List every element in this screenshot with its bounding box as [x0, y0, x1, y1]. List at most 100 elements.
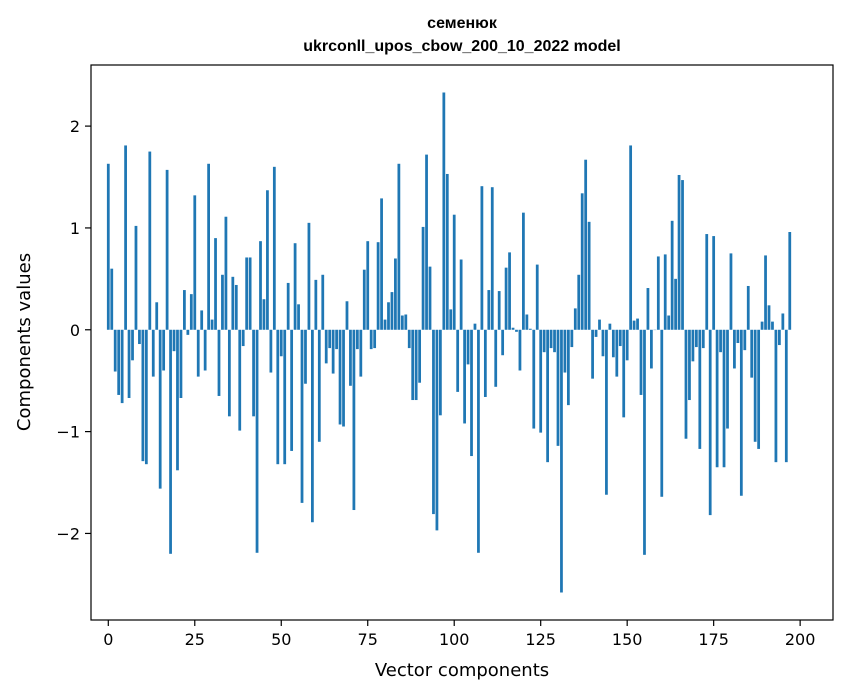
bar-196: [784, 329, 788, 463]
bar-157: [650, 329, 653, 369]
bar-162: [667, 315, 671, 330]
bar-185: [746, 285, 750, 330]
bar-186: [750, 329, 754, 378]
bar-93: [428, 266, 432, 330]
bar-2: [113, 329, 117, 372]
x-axis-label: Vector components: [375, 660, 549, 681]
bar-168: [688, 329, 691, 401]
bar-139: [587, 221, 591, 330]
bar-114: [501, 329, 505, 356]
chart-title: семенюк: [427, 15, 498, 32]
bar-57: [304, 329, 307, 384]
bar-138: [584, 159, 588, 330]
bar-15: [158, 329, 162, 489]
bar-26: [196, 329, 200, 377]
bar-153: [636, 318, 639, 330]
y-axis-ticks: −2 −1 0 1 2: [56, 117, 91, 543]
bar-77: [373, 329, 377, 349]
bar-73: [359, 329, 363, 377]
bar-175: [712, 236, 716, 330]
x-tick-label-150: 150: [612, 630, 643, 649]
bar-32: [217, 329, 221, 396]
bar-148: [618, 329, 622, 347]
bar-174: [708, 329, 712, 516]
bar-85: [400, 315, 404, 330]
bar-29: [207, 163, 210, 330]
bar-61: [317, 329, 321, 442]
bar-197: [788, 232, 792, 330]
bar-104: [466, 329, 470, 365]
bar-97: [442, 92, 446, 330]
bar-1: [110, 268, 114, 330]
bar-188: [757, 329, 761, 449]
bar-118: [515, 329, 518, 332]
bar-22: [183, 290, 186, 330]
bar-145: [608, 323, 612, 330]
bar-192: [771, 321, 774, 330]
bar-36: [231, 276, 235, 330]
bar-27: [200, 310, 204, 330]
bar-142: [598, 319, 601, 330]
bar-164: [674, 278, 677, 330]
bar-88: [411, 329, 415, 401]
bar-24: [189, 294, 193, 330]
bar-131: [560, 329, 563, 593]
bar-160: [660, 329, 664, 497]
bar-74: [362, 269, 366, 330]
x-tick-label-25: 25: [185, 630, 205, 649]
bar-44: [259, 241, 262, 330]
bar-67: [338, 329, 342, 425]
bar-21: [179, 329, 183, 398]
bar-65: [331, 329, 335, 374]
bar-100: [452, 214, 456, 330]
bar-103: [463, 329, 466, 424]
y-axis-label: Components values: [14, 253, 35, 431]
bar-96: [439, 329, 442, 416]
bar-55: [297, 304, 300, 330]
bar-123: [532, 329, 536, 429]
bar-54: [293, 243, 297, 330]
bar-193: [774, 329, 778, 463]
bar-130: [556, 329, 560, 446]
bar-150: [625, 329, 629, 361]
bar-41: [248, 257, 252, 330]
x-tick-label-100: 100: [439, 630, 470, 649]
bar-90: [418, 329, 422, 383]
bar-167: [684, 329, 688, 439]
bar-112: [494, 329, 498, 387]
bar-135: [573, 308, 577, 330]
bar-48: [272, 166, 276, 330]
bar-177: [719, 329, 722, 353]
bar-10: [141, 329, 145, 462]
bar-173: [705, 234, 709, 330]
y-tick-label--1: −1: [56, 423, 80, 442]
bar-170: [694, 329, 698, 348]
bar-155: [643, 329, 646, 555]
bar-194: [778, 329, 781, 346]
bars-group: [106, 92, 792, 593]
bar-176: [715, 329, 719, 468]
bar-52: [286, 282, 290, 330]
bar-154: [639, 329, 643, 395]
bar-12: [148, 151, 152, 330]
bar-23: [186, 329, 190, 335]
bar-144: [605, 329, 608, 495]
bar-165: [677, 174, 681, 330]
bar-9: [138, 329, 141, 345]
chart-subtitle: ukrconll_upos_cbow_200_10_2022 model: [303, 38, 620, 55]
bar-191: [767, 305, 771, 330]
bar-102: [459, 259, 463, 330]
bar-78: [376, 242, 380, 330]
bar-91: [421, 226, 425, 330]
bar-3: [117, 329, 121, 395]
bar-69: [345, 301, 349, 330]
bar-58: [307, 222, 311, 330]
bar-87: [407, 329, 411, 349]
bar-63: [324, 329, 328, 364]
bar-166: [681, 180, 684, 330]
bar-60: [314, 279, 318, 330]
bar-140: [591, 329, 594, 379]
bar-124: [535, 264, 539, 330]
bar-127: [546, 329, 549, 463]
bar-28: [203, 329, 207, 371]
